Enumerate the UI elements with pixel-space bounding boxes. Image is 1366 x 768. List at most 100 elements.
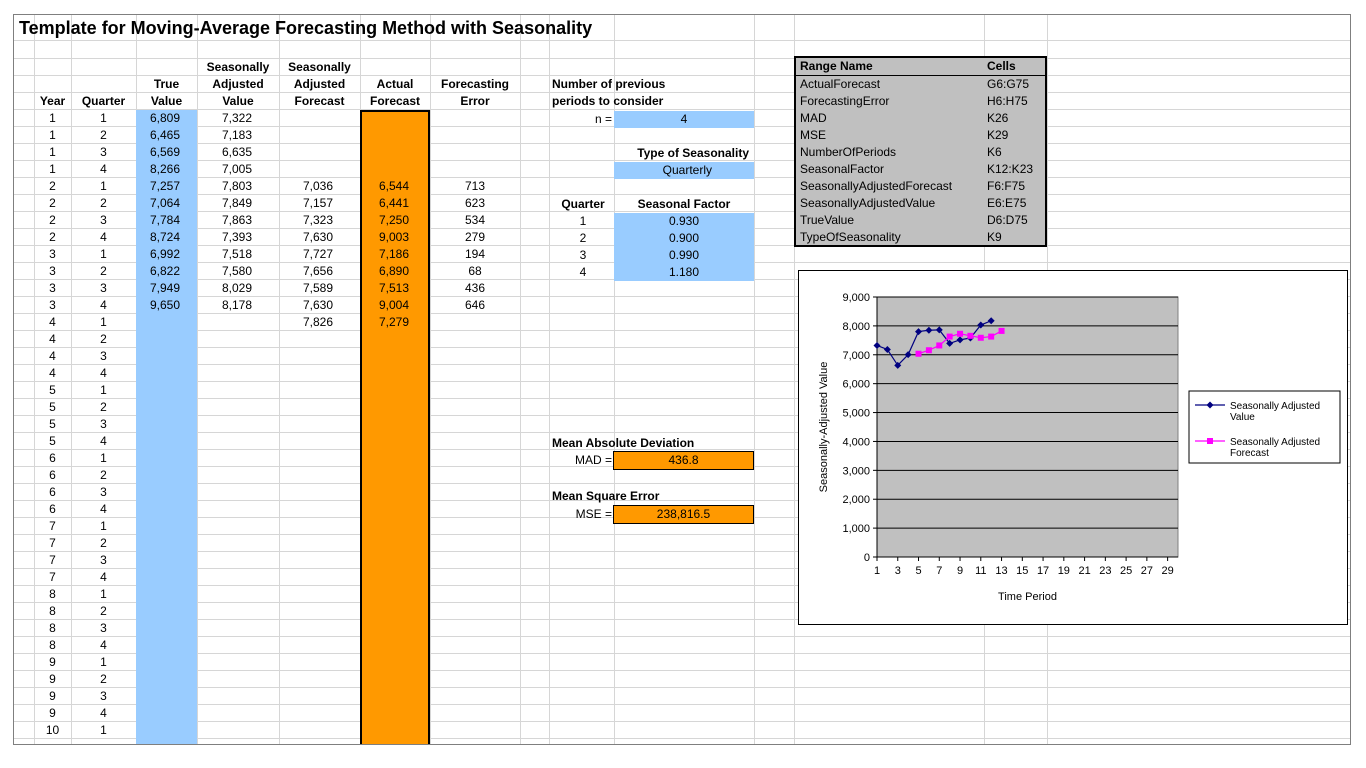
quarter-cell: 1 bbox=[100, 519, 107, 533]
year-cell: 3 bbox=[49, 264, 56, 278]
seasonally-adjusted-forecast-cell: 7,589 bbox=[302, 281, 333, 295]
mse-label: MSE = bbox=[575, 507, 612, 521]
forecasting-error-cell: 194 bbox=[464, 247, 486, 261]
row-gridline bbox=[14, 500, 1351, 501]
seasonally-adjusted-forecast-cell: 7,323 bbox=[302, 213, 333, 227]
true-value-cell[interactable]: 6,569 bbox=[150, 145, 181, 159]
forecasting-error-cell: 713 bbox=[464, 179, 486, 193]
range-name-cell: SeasonalFactor bbox=[800, 162, 885, 176]
quarter-cell: 3 bbox=[100, 349, 107, 363]
y-tick-label: 0 bbox=[864, 552, 870, 564]
chart-area[interactable]: 0 1,000 2,000 3,000 4,000 5,000 6,000 7,000 8,00… bbox=[798, 270, 1348, 625]
actual-forecast-column bbox=[360, 110, 430, 745]
seasonality-label: Type of Seasonality bbox=[637, 146, 749, 160]
seasonally-adjusted-value-cell: 7,393 bbox=[222, 230, 253, 244]
forecasting-error-cell: 534 bbox=[464, 213, 486, 227]
year-cell: 6 bbox=[49, 502, 56, 516]
x-tick-label: 17 bbox=[1037, 565, 1049, 577]
forecasting-error-cell: 68 bbox=[468, 264, 482, 278]
header-actual-forecast-line: Forecast bbox=[369, 94, 421, 108]
year-cell: 4 bbox=[49, 349, 56, 363]
row-gridline bbox=[14, 721, 1351, 722]
row-gridline bbox=[14, 687, 1351, 688]
legend-marker-diamond bbox=[1206, 401, 1214, 409]
true-value-cell[interactable]: 6,809 bbox=[150, 111, 181, 125]
seasonally-adjusted-forecast-cell: 7,630 bbox=[302, 230, 333, 244]
quarter-cell: 2 bbox=[100, 468, 107, 482]
x-tick-label: 23 bbox=[1099, 565, 1111, 577]
row-gridline bbox=[14, 551, 1351, 552]
seasonal-factor-input[interactable]: 0.930 bbox=[614, 213, 754, 230]
column-gridline bbox=[754, 14, 755, 745]
true-value-cell[interactable]: 7,784 bbox=[150, 213, 181, 227]
x-tick-label: 9 bbox=[957, 565, 963, 577]
legend-box bbox=[1188, 390, 1341, 464]
seasonally-adjusted-forecast-cell: 7,157 bbox=[302, 196, 333, 210]
true-value-cell[interactable]: 7,064 bbox=[150, 196, 181, 210]
y-axis-title: Seasonally-Adjusted Value bbox=[818, 362, 830, 493]
year-cell: 1 bbox=[49, 128, 56, 142]
column-gridline bbox=[197, 14, 198, 745]
year-cell: 3 bbox=[49, 247, 56, 261]
data-point-square bbox=[977, 334, 984, 341]
quarter-cell: 2 bbox=[100, 400, 107, 414]
data-point-square bbox=[925, 347, 932, 354]
true-value-cell[interactable]: 6,465 bbox=[150, 128, 181, 142]
seasonal-factor-input[interactable]: 0.900 bbox=[614, 230, 754, 247]
quarter-cell: 1 bbox=[100, 655, 107, 669]
moving-average-chart: 0 1,000 2,000 3,000 4,000 5,000 6,000 7,000 8,00… bbox=[818, 292, 1341, 603]
range-cells-cell: K29 bbox=[987, 128, 1009, 142]
true-value-cell[interactable]: 9,650 bbox=[150, 298, 181, 312]
actual-forecast-cell: 9,003 bbox=[378, 230, 409, 244]
x-axis-title: Time Period bbox=[998, 591, 1057, 603]
true-value-input-column[interactable] bbox=[136, 110, 197, 745]
row-gridline bbox=[14, 364, 1351, 365]
quarter-cell: 2 bbox=[100, 536, 107, 550]
row-gridline bbox=[14, 534, 1351, 535]
legend-label: Forecast bbox=[1230, 448, 1269, 459]
true-value-cell[interactable]: 8,724 bbox=[150, 230, 181, 244]
true-value-cell[interactable]: 7,257 bbox=[150, 179, 181, 193]
n-input[interactable]: 4 bbox=[614, 111, 754, 128]
true-value-cell[interactable]: 6,822 bbox=[150, 264, 181, 278]
range-name-cell: MAD bbox=[800, 111, 827, 125]
true-value-cell[interactable]: 8,266 bbox=[150, 162, 181, 176]
range-name-cell: SeasonallyAdjustedForecast bbox=[800, 179, 953, 193]
year-cell: 6 bbox=[49, 451, 56, 465]
x-tick-label: 19 bbox=[1058, 565, 1070, 577]
data-point-square bbox=[967, 332, 974, 339]
header-seasonally-adjusted-forecast-line: Adjusted bbox=[293, 77, 346, 91]
header-actual-forecast-line: Actual bbox=[376, 77, 414, 91]
forecasting-error-cell: 646 bbox=[464, 298, 486, 312]
range-name-cell: TypeOfSeasonality bbox=[800, 230, 901, 244]
seasonally-adjusted-value-cell: 7,322 bbox=[222, 111, 253, 125]
quarter-cell: 2 bbox=[100, 604, 107, 618]
year-cell: 2 bbox=[49, 213, 56, 227]
row-gridline bbox=[14, 619, 1351, 620]
year-cell: 7 bbox=[49, 553, 56, 567]
year-cell: 3 bbox=[49, 281, 56, 295]
factor-quarter-header: Quarter bbox=[561, 197, 605, 211]
range-name-cell: MSE bbox=[800, 128, 827, 142]
year-cell: 8 bbox=[49, 621, 56, 635]
x-tick-label: 29 bbox=[1161, 565, 1173, 577]
true-value-cell[interactable]: 7,949 bbox=[150, 281, 181, 295]
seasonal-factor-input[interactable]: 1.180 bbox=[614, 264, 754, 281]
range-name-cell: TrueValue bbox=[800, 213, 855, 227]
y-tick-label: 3,000 bbox=[842, 465, 870, 477]
y-tick-label: 5,000 bbox=[842, 408, 870, 420]
seasonal-factor-input[interactable]: 0.990 bbox=[614, 247, 754, 264]
year-cell: 5 bbox=[49, 417, 56, 431]
quarter-cell: 1 bbox=[100, 587, 107, 601]
seasonality-input[interactable]: Quarterly bbox=[614, 162, 754, 179]
row-gridline bbox=[14, 398, 1351, 399]
mse-output: 238,816.5 bbox=[613, 505, 754, 524]
x-tick-label: 25 bbox=[1120, 565, 1132, 577]
true-value-cell[interactable]: 6,992 bbox=[150, 247, 181, 261]
year-cell: 5 bbox=[49, 400, 56, 414]
seasonally-adjusted-forecast-cell: 7,036 bbox=[302, 179, 333, 193]
mse-title: Mean Square Error bbox=[552, 489, 660, 503]
seasonally-adjusted-value-cell: 7,849 bbox=[222, 196, 253, 210]
quarter-cell: 1 bbox=[100, 315, 107, 329]
